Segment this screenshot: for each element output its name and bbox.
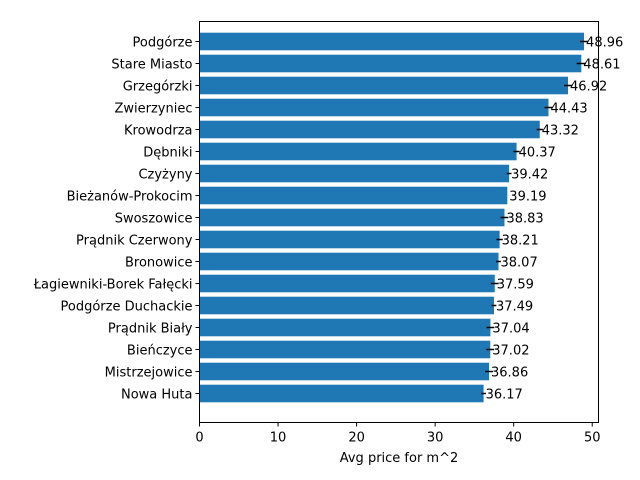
data-label: 48.61 [583,58,620,73]
data-label: 39.42 [511,168,548,183]
y-tick-label: Prądnik Czerwony [76,234,193,249]
data-label: 36.17 [486,388,523,403]
bar [199,76,569,95]
bar [199,32,585,51]
y-tick-label: Krowodrza [124,124,193,139]
y-tick-label: Bieńczyce [127,344,193,359]
bar [199,54,582,73]
y-tick-label: Prądnik Biały [108,322,193,337]
bar [199,296,494,315]
y-tick-label: Grzegórzki [123,80,193,95]
y-tick-label: Stare Miasto [111,58,192,73]
data-label: 37.49 [496,300,533,315]
error-bars-group [481,40,588,395]
x-tick-label: 30 [427,431,444,446]
data-label: 46.92 [570,80,607,95]
x-axis-label: Avg price for m^2 [340,451,459,466]
data-label: 37.59 [497,278,534,293]
y-tick-label: Dębniki [143,146,192,161]
y-tick-label: Zwierzyniec [114,102,192,117]
bar [199,362,490,381]
data-label: 48.96 [586,36,623,51]
data-label: 37.02 [492,344,529,359]
value-labels-group: 48.96 48.61 46.92 44.43 43.32 40.37 39.42 39.19… [486,36,624,403]
x-axis: 0 10 20 30 40 50 [195,422,601,446]
bars-group [199,32,585,403]
data-label: 36.86 [491,366,528,381]
data-label: 40.37 [519,146,556,161]
x-tick-label: 40 [505,431,522,446]
data-label: 38.07 [501,256,538,271]
bar [199,142,517,161]
y-tick-label: Mistrzejowice [105,366,193,381]
bar [199,318,491,337]
bar [199,384,484,403]
y-tick-label: Czyżyny [138,168,192,183]
bar [199,252,499,271]
x-tick-label: 20 [348,431,365,446]
bar [199,186,508,205]
y-tick-label: Podgórze Duchackie [61,300,193,315]
y-tick-label: Nowa Huta [121,388,193,403]
x-tick-label: 50 [584,431,601,446]
data-label: 37.04 [492,322,529,337]
y-tick-label: Łagiewniki-Borek Fałęcki [33,278,193,293]
data-label: 43.32 [542,124,579,139]
bar [199,274,495,293]
bar [199,98,549,117]
bar [199,208,505,227]
data-label: 38.83 [506,212,543,227]
data-label: 39.19 [509,190,546,205]
y-tick-label: Swoszowice [115,212,193,227]
y-tick-label: Podgórze [133,36,193,51]
plot-frame [199,21,599,423]
x-tick-label: 0 [195,431,203,446]
x-tick-label: 10 [270,431,287,446]
bar [199,230,500,249]
bar [199,340,491,359]
bar [199,120,540,139]
data-label: 38.21 [502,234,539,249]
y-tick-label: Bieżanów-Prokocim [67,190,193,205]
y-tick-labels-group: Podgórze Stare Miasto Grzegórzki Zwierzynie… [33,36,200,403]
data-label: 44.43 [550,102,587,117]
bar [199,164,510,183]
y-tick-label: Bronowice [125,256,193,271]
